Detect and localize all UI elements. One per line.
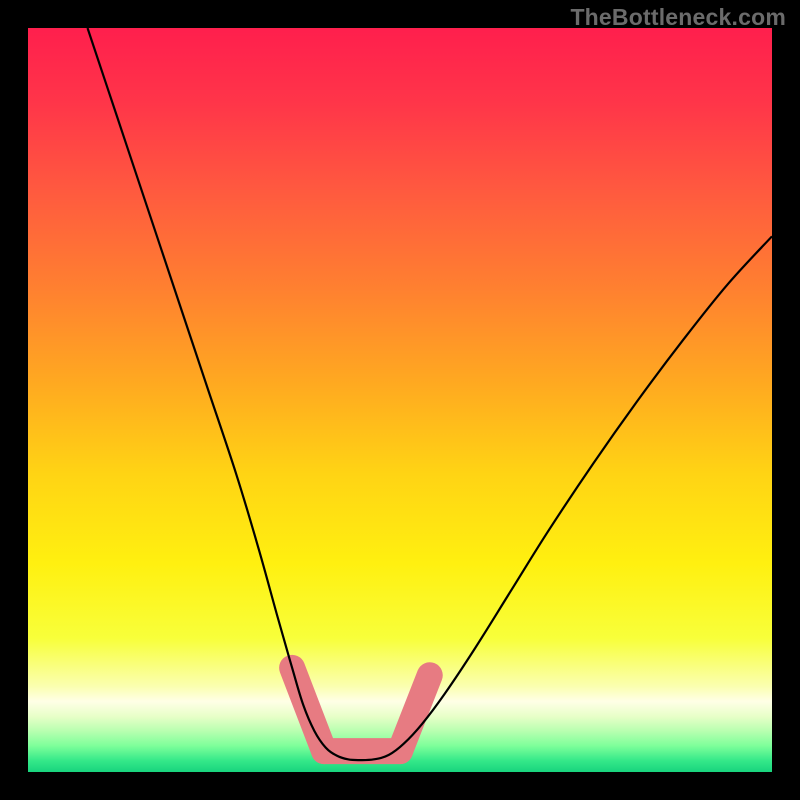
plot-svg [28,28,772,772]
plot-area [28,28,772,772]
watermark-text: TheBottleneck.com [570,4,786,31]
gradient-background [28,28,772,772]
chart-frame: TheBottleneck.com [0,0,800,800]
